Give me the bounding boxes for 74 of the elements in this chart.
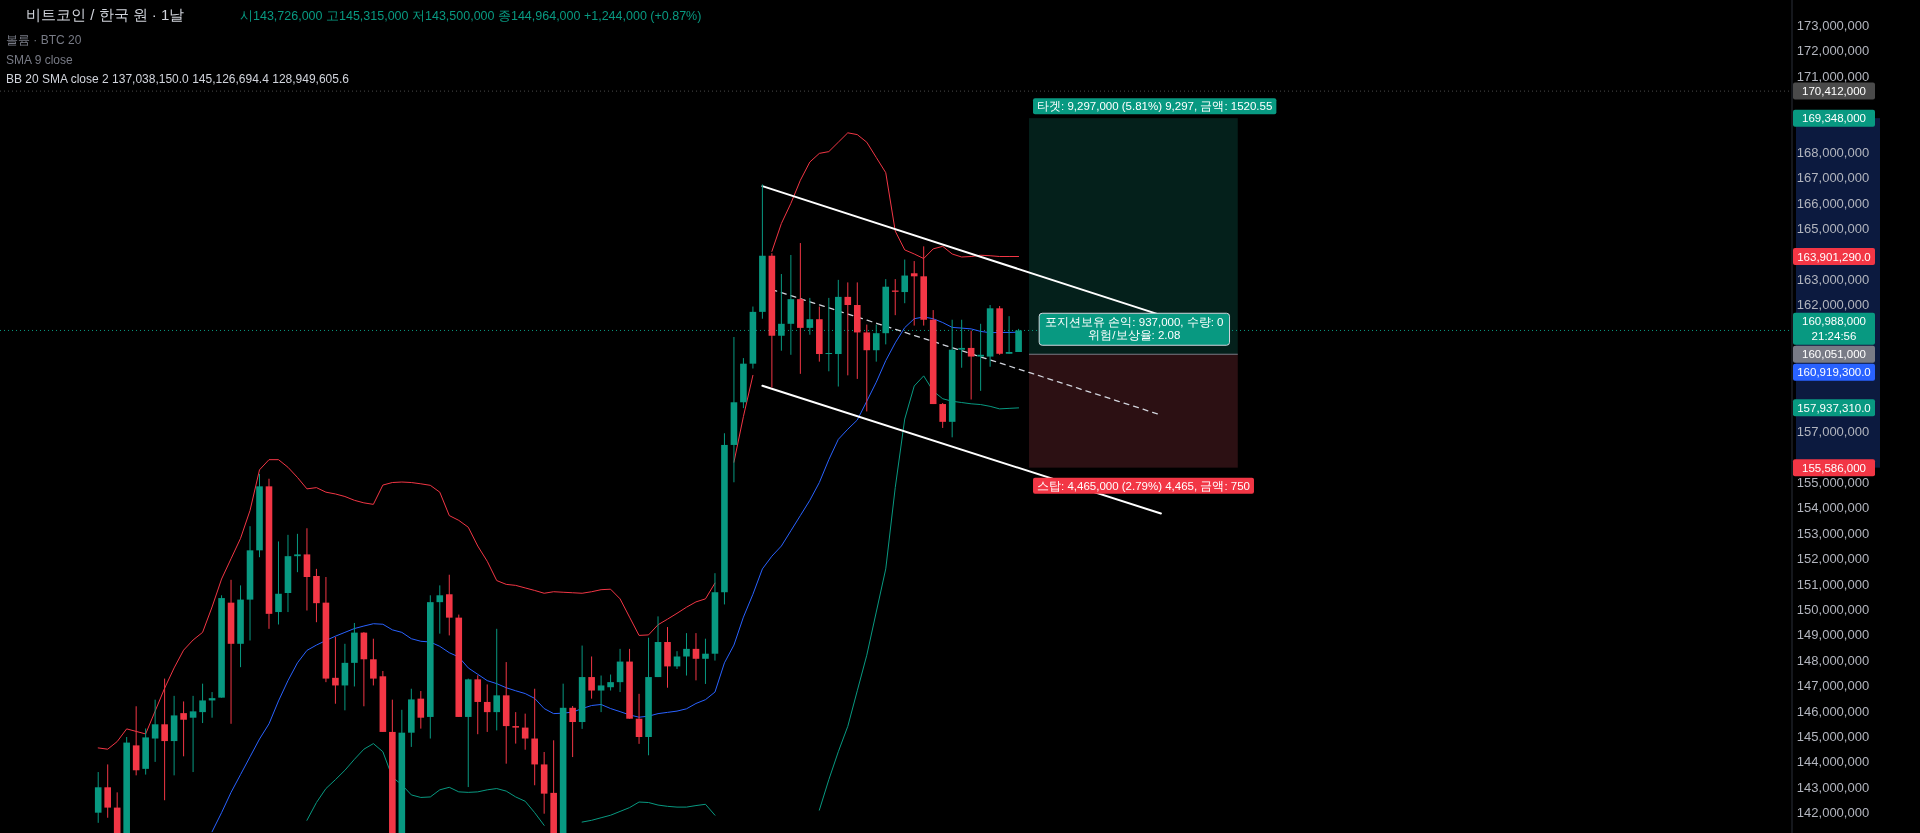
candlestick (901, 259, 909, 304)
candlestick (512, 711, 519, 745)
text: 볼륨 · BTC 20 (6, 33, 82, 47)
text: 시143,726,000 고145,315,000 저143,500,000 종144,964,000 +1,244,000 (+0.87%) (240, 9, 702, 23)
candlestick (702, 638, 709, 685)
y-tick-label: 148,000,000 (1796, 652, 1870, 668)
candlestick (180, 700, 187, 757)
candlestick (967, 330, 975, 400)
text: 169,348,000 (1802, 112, 1866, 125)
candlestick (445, 574, 453, 636)
annotation: BB 20 SMA close 2 137,038,150.0 145,126,694.4 128,949,605.6 (6, 72, 350, 86)
y-tick-label: 166,000,000 (1796, 195, 1870, 211)
y-tick-label: 173,000,000 (1796, 17, 1870, 33)
candlestick (199, 683, 206, 724)
text: 160,919,300.0 (1797, 366, 1871, 379)
y-tick-label: 151,000,000 (1796, 576, 1870, 592)
y-tick-label: 146,000,000 (1796, 703, 1870, 719)
y-tick-label: 145,000,000 (1796, 728, 1870, 744)
text: 163,901,290.0 (1797, 250, 1871, 263)
text: SMA 9 close (6, 52, 74, 67)
candlestick (483, 683, 491, 733)
y-tick-label: 163,000,000 (1796, 271, 1870, 287)
text: 155,586,000 (1802, 461, 1866, 474)
band-label: 스탑: 4,465,000 (2.79%) 4,465, 금액: 750 (1037, 479, 1250, 492)
y-tick-label: 142,000,000 (1796, 805, 1870, 821)
candlestick (151, 699, 159, 763)
annotation: 포지션보유 손익: 937,000, 수량: 0 위험/보상율: 2.08 (1045, 316, 1224, 342)
candlestick (977, 323, 984, 392)
y-tick-label: 144,000,000 (1796, 754, 1870, 770)
candlestick (844, 281, 852, 376)
candlestick (436, 584, 444, 635)
candlestick (474, 674, 482, 735)
candlestick (1015, 328, 1022, 353)
text: 157,937,310.0 (1797, 401, 1871, 414)
y-tick-label: 150,000,000 (1796, 602, 1870, 618)
y-tick-label: 172,000,000 (1796, 43, 1870, 59)
candlestick (417, 690, 425, 730)
candlestick (863, 324, 871, 412)
candlestick (332, 636, 339, 705)
y-tick-label: 152,000,000 (1796, 551, 1870, 567)
y-tick-label: 154,000,000 (1796, 500, 1870, 516)
y-tick-label: 171,000,000 (1796, 68, 1870, 84)
band-label: 타겟: 9,297,000 (5.81%) 9,297, 금액: 1520.55 (1037, 100, 1273, 113)
candlestick (370, 638, 377, 686)
candlestick (1005, 315, 1013, 355)
candlestick (588, 656, 595, 700)
y-tick-label: 153,000,000 (1796, 525, 1870, 541)
y-tick-label: 149,000,000 (1796, 627, 1870, 643)
candlestick (597, 675, 605, 713)
chart-title: 비트코인 / 한국 원 · 1날 (26, 6, 185, 23)
y-tick-label: 155,000,000 (1796, 475, 1870, 491)
candlestick (521, 713, 529, 751)
y-tick-label: 168,000,000 (1796, 144, 1870, 160)
candlestick (189, 695, 197, 773)
ref-line-label: 160,988,000 21:24:56 (1802, 315, 1866, 343)
y-tick-label: 157,000,000 (1796, 424, 1870, 440)
y-tick-label: 147,000,000 (1796, 678, 1870, 694)
y-tick-label: 162,000,000 (1796, 297, 1870, 313)
candlestick (275, 540, 282, 625)
y-tick-label: 143,000,000 (1796, 779, 1870, 795)
y-tick-label: 167,000,000 (1796, 170, 1870, 186)
candlestick (104, 763, 111, 819)
candlestick (692, 632, 700, 681)
candlestick (294, 533, 301, 573)
y-tick-label: 165,000,000 (1796, 221, 1870, 237)
candlestick (910, 260, 918, 327)
candlestick (683, 632, 690, 677)
candlestick (872, 324, 880, 363)
text: 160,051,000 (1802, 348, 1866, 361)
candlestick (493, 628, 501, 731)
ref-line-label: 170,412,000 (1802, 85, 1866, 98)
candlestick (303, 527, 311, 612)
candlestick (569, 705, 576, 758)
candlestick (939, 402, 946, 429)
